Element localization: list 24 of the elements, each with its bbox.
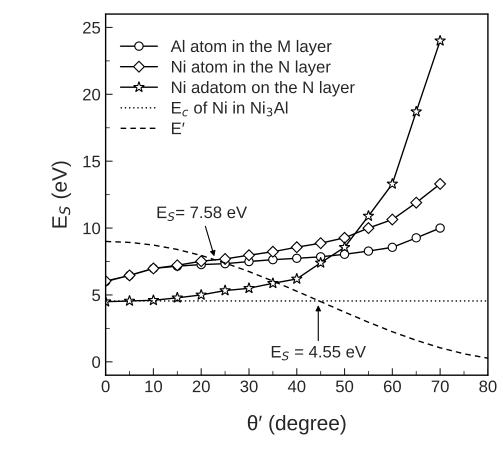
x-tick-label: 70	[432, 380, 449, 392]
x-tick-label: 10	[145, 380, 162, 392]
x-tick-label: 50	[336, 380, 354, 392]
legend-label: E′	[172, 122, 185, 134]
annotation: E$_{S}$ = 4.55 eV	[272, 346, 366, 360]
y-tick-label: 15	[84, 156, 100, 168]
legend-label: E$_{c}$ of Ni in Ni$_{3}$Al	[172, 101, 288, 116]
y-tick-label: 25	[83, 22, 100, 34]
x-axis-title: θ′ (degree)	[248, 415, 346, 434]
y-tick-label: 0	[92, 356, 100, 368]
x-tick-label: 60	[384, 380, 401, 392]
x-tick-label: 40	[288, 380, 306, 392]
legend-label: Ni adatom on the N layer	[172, 80, 355, 97]
x-tick-label: 20	[192, 380, 210, 392]
legend-label: Ni atom in the N layer	[172, 60, 331, 76]
x-tick-label: 0	[102, 380, 110, 392]
x-tick-label: 80	[479, 380, 497, 392]
y-tick-label: 20	[83, 88, 100, 101]
annotation: E$_{S}$= 7.58 eV	[158, 206, 248, 221]
x-tick-label: 30	[240, 380, 258, 392]
y-tick-label: 5	[92, 290, 100, 302]
legend-label: Al atom in the M layer	[170, 40, 332, 56]
y-tick-label: 10	[84, 222, 100, 234]
y-axis-title: E$_{S}$ (eV)	[52, 161, 71, 228]
